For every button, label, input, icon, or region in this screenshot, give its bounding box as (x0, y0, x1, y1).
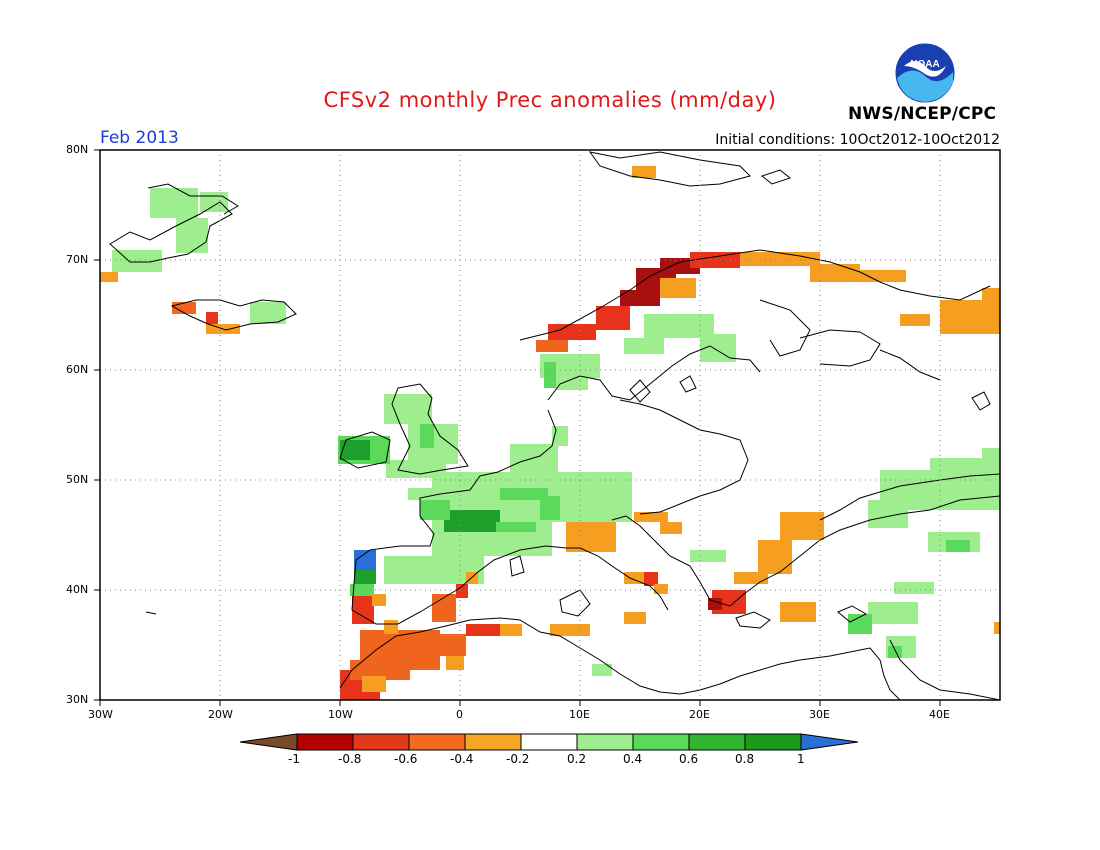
legend-cell (408, 733, 466, 751)
legend-cell (632, 733, 690, 751)
legend-label: -1 (288, 752, 300, 766)
logo-text: NOAA (910, 59, 939, 70)
legend-label: -0.8 (338, 752, 362, 766)
agency-label: NWS/NCEP/CPC (848, 104, 997, 124)
color-legend (239, 733, 859, 751)
lon-label: 30W (88, 708, 113, 721)
legend-label: 0.8 (735, 752, 755, 766)
legend-label: 0.4 (623, 752, 643, 766)
lat-label: 50N (66, 473, 89, 486)
cells-mediterranean (566, 512, 824, 624)
legend-cell (800, 733, 859, 751)
cells-western-europe (384, 426, 632, 584)
legend-cell (464, 733, 522, 751)
legend-label: 0.6 (679, 752, 699, 766)
lon-label: 0 (456, 708, 463, 721)
legend-cell (352, 733, 410, 751)
lon-label: 10W (328, 708, 353, 721)
map-frame (99, 149, 1001, 701)
anomaly-cells (100, 166, 1000, 700)
legend-label: -0.6 (394, 752, 418, 766)
noaa-logo: NOAA (894, 42, 956, 104)
axis-ticks (94, 149, 941, 706)
lat-label: 80N (66, 143, 89, 156)
cells-north-africa (340, 620, 612, 700)
lat-label: 60N (66, 363, 89, 376)
lat-label: 70N (66, 253, 89, 266)
initial-conditions: Initial conditions: 10Oct2012-10Oct2012 (715, 132, 1000, 148)
map-title: CFSv2 monthly Prec anomalies (mm/day) (323, 88, 777, 112)
coastlines (109, 151, 1000, 700)
legend-cell (239, 733, 298, 751)
legend-cell (688, 733, 746, 751)
lon-label: 20E (689, 708, 710, 721)
lon-label: 30E (809, 708, 830, 721)
cells-greenland (100, 188, 228, 282)
lon-label: 20W (208, 708, 233, 721)
cells-east (632, 166, 1000, 658)
cells-russia-dry (900, 288, 1000, 334)
forecast-month: Feb 2013 (100, 128, 179, 148)
lat-label: 30N (66, 693, 89, 706)
lon-label: 40E (929, 708, 950, 721)
legend-cell (520, 733, 578, 751)
lon-label: 10E (569, 708, 590, 721)
legend-label: 0.2 (567, 752, 587, 766)
legend-label: 1 (797, 752, 805, 766)
legend-cell (744, 733, 802, 751)
legend-cell (296, 733, 354, 751)
legend-cell (576, 733, 634, 751)
gridlines (100, 150, 1000, 700)
legend-label: -0.4 (450, 752, 474, 766)
cells-iberia (350, 550, 478, 624)
lat-label: 40N (66, 583, 89, 596)
cells-scandinavia-wet (540, 314, 736, 390)
legend-label: -0.2 (506, 752, 530, 766)
